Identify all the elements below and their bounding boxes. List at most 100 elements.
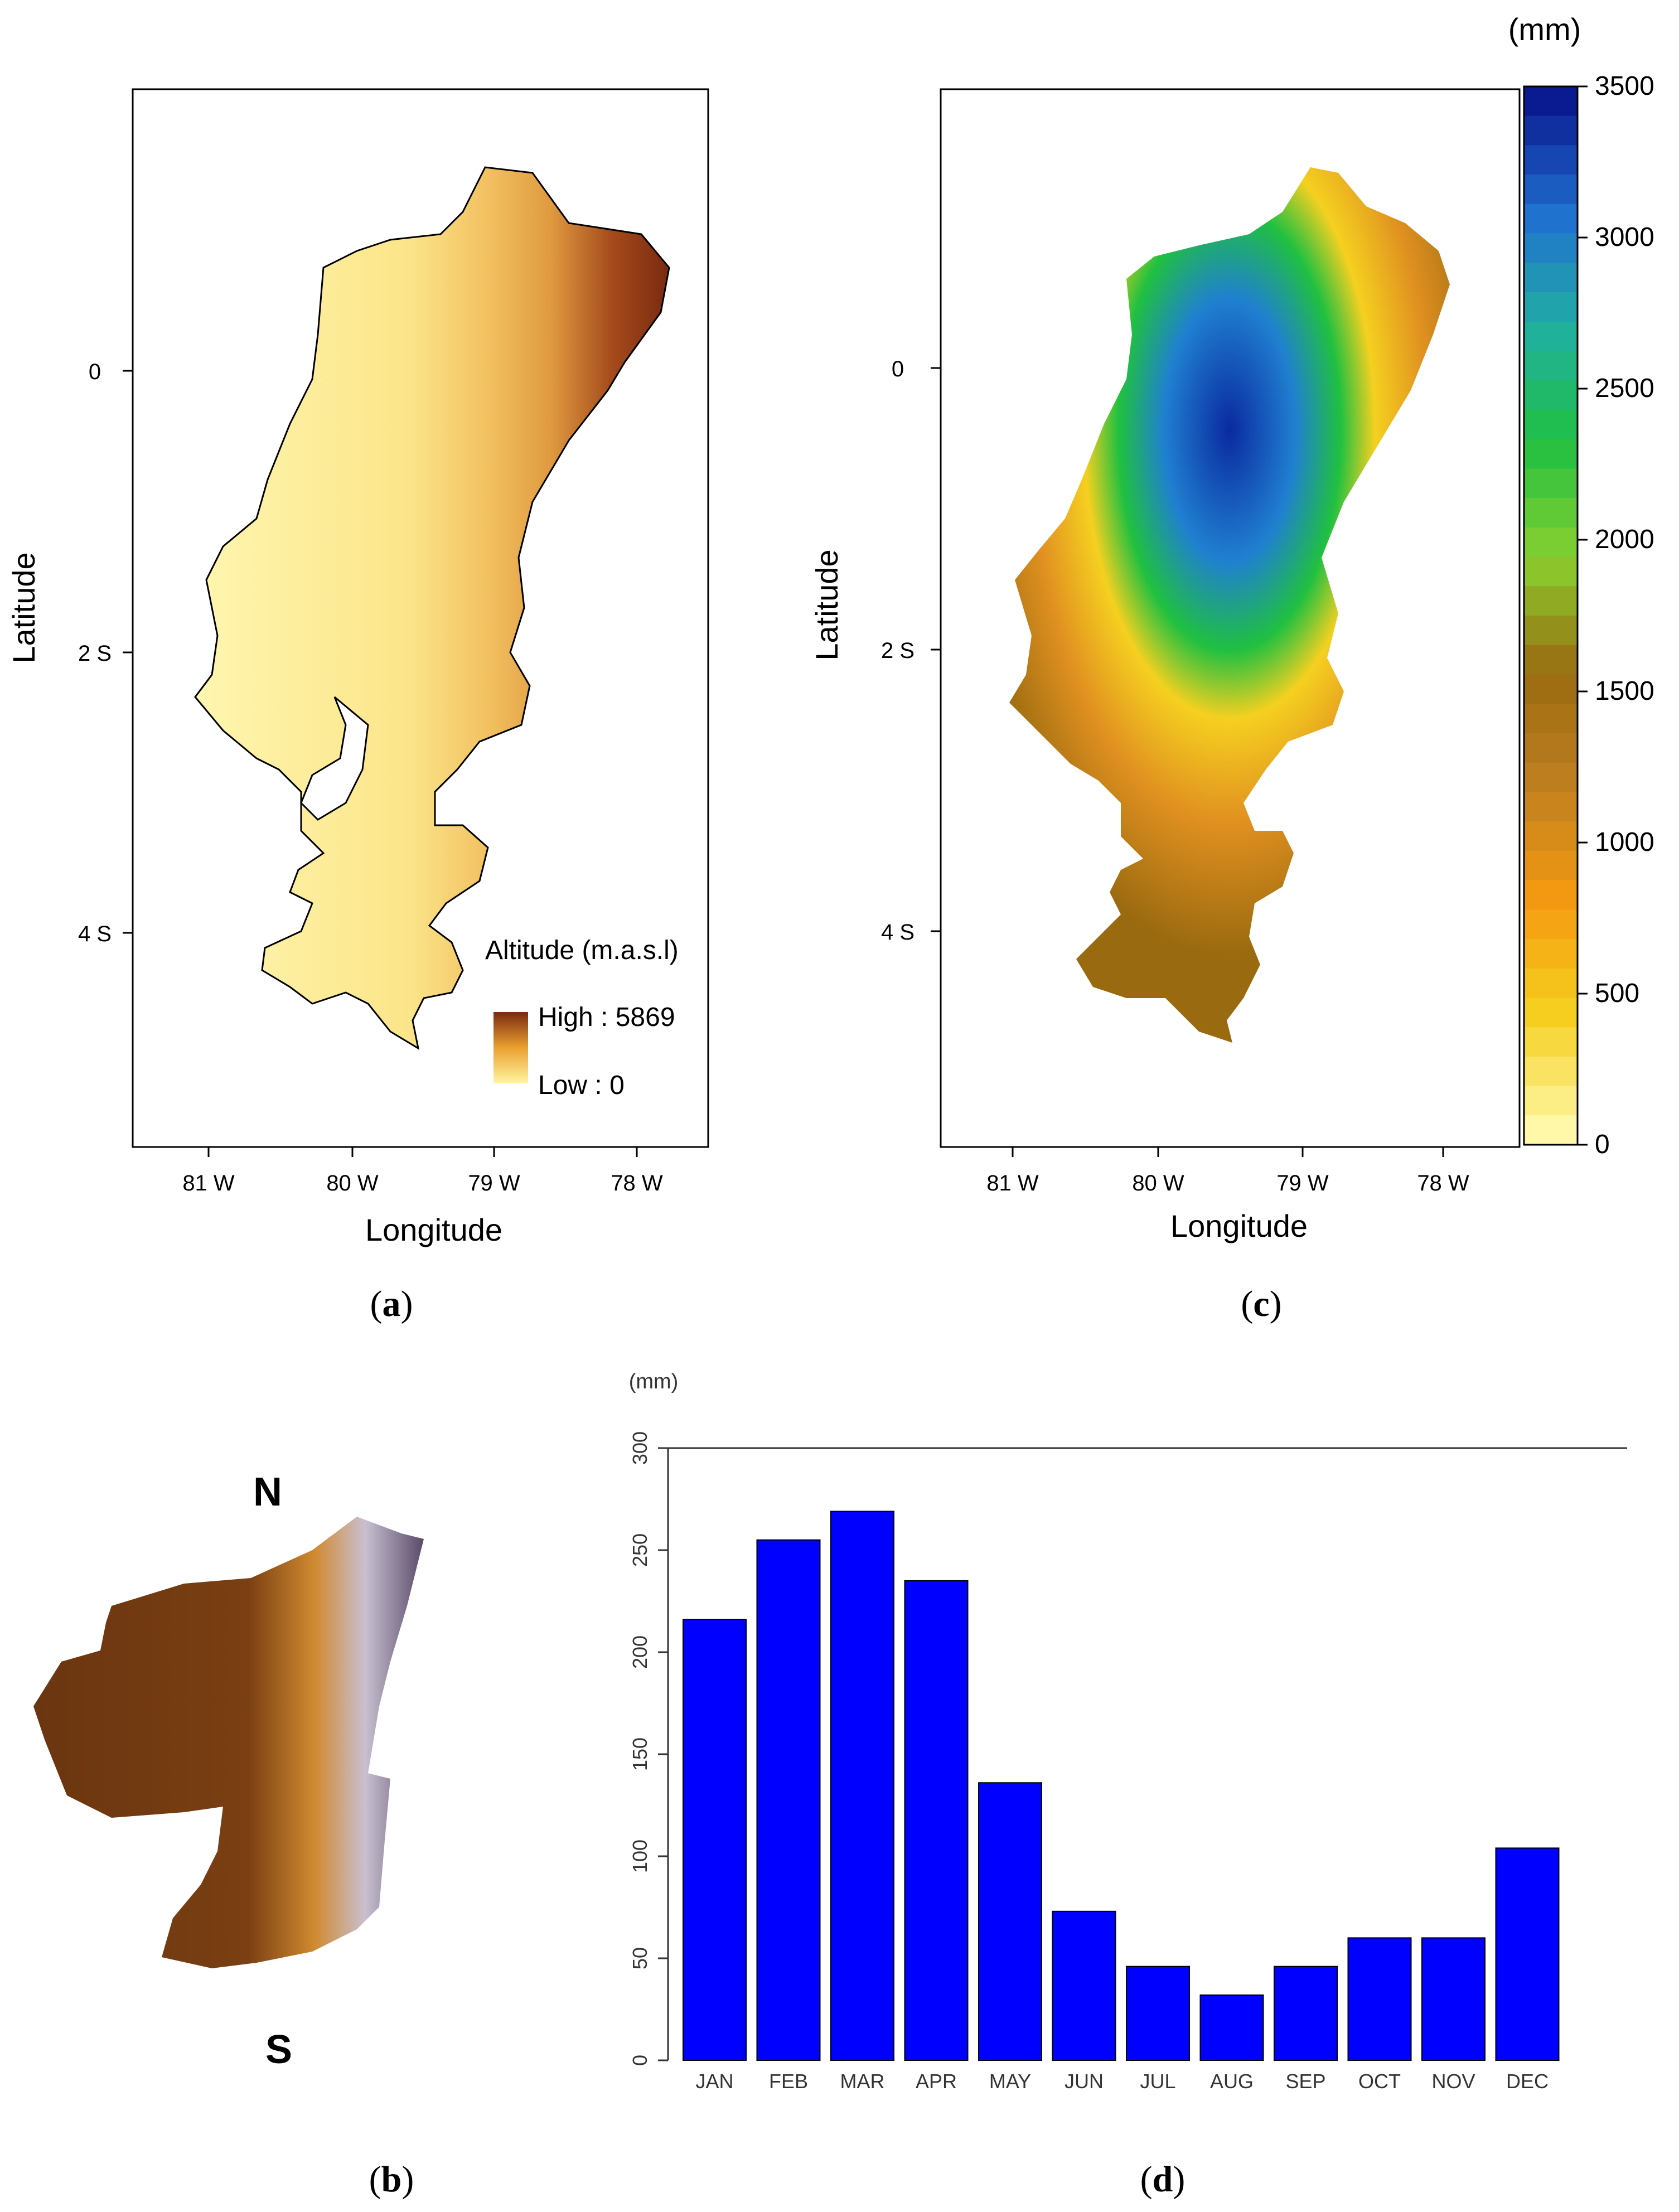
color-scale-band — [1524, 586, 1578, 616]
map-frame — [132, 88, 709, 1148]
north-label: N — [253, 1470, 282, 1514]
color-scale-band — [1524, 145, 1578, 176]
x-tick-label: SEP — [1285, 2070, 1325, 2093]
south-label: S — [265, 2027, 292, 2072]
y-tick-label: 250 — [628, 1533, 651, 1567]
x-tick-label: JUL — [1140, 2070, 1175, 2093]
color-scale-band — [1524, 762, 1578, 793]
bar-nov — [1421, 1937, 1486, 2061]
altitude-legend-low: Low : 0 — [538, 1071, 625, 1100]
y-axis-label: Latitude — [809, 549, 844, 660]
color-scale-band — [1524, 1115, 1578, 1145]
y-tick-label: 300 — [628, 1431, 651, 1465]
color-scale-band — [1524, 645, 1578, 675]
color-scale-band — [1524, 821, 1578, 851]
color-scale-band — [1524, 263, 1578, 293]
panel-a-altitude-map: 81 W 80 W 79 W 78 W 0 2 S 4 S Longitude … — [6, 88, 709, 1324]
x-tick-label: MAR — [840, 2070, 885, 2093]
bar-may — [978, 1782, 1042, 2061]
color-scale-band — [1524, 968, 1578, 999]
scale-tick-label: 3000 — [1595, 222, 1654, 252]
panel-caption-a: (a) — [370, 1284, 413, 1324]
color-scale-band — [1524, 850, 1578, 881]
altitude-legend-high: High : 5869 — [538, 1003, 675, 1032]
color-scale-band — [1524, 792, 1578, 822]
x-tick-label: 80 W — [326, 1171, 379, 1195]
y-tick-label: 200 — [628, 1635, 651, 1669]
x-tick-label: 79 W — [468, 1171, 520, 1195]
scale-tick-label: 500 — [1595, 979, 1639, 1008]
precipitation-region — [1009, 167, 1450, 1043]
x-tick-label: FEB — [769, 2070, 808, 2093]
panel-caption-c: (c) — [1241, 1284, 1281, 1324]
scale-tick-label: 3500 — [1595, 71, 1654, 101]
bar-jul — [1126, 1966, 1190, 2061]
x-tick-label: 81 W — [986, 1171, 1039, 1195]
x-tick-label: AUG — [1210, 2070, 1254, 2093]
bar-mar — [830, 1511, 894, 2061]
scale-tick-label: 1500 — [1595, 676, 1654, 706]
gulf-outline — [300, 696, 369, 821]
color-scale-band — [1524, 468, 1578, 499]
color-scale-band — [1524, 115, 1578, 146]
bar-jan — [683, 1619, 747, 2061]
x-tick-label: NOV — [1431, 2070, 1475, 2093]
color-scale-band — [1524, 86, 1578, 117]
precipitation-color-scale — [1524, 86, 1578, 1145]
y-tick-label: 150 — [628, 1737, 651, 1771]
panel-caption-d: (d) — [1140, 2159, 1186, 2200]
bar-feb — [756, 1539, 821, 2061]
color-scale-band — [1524, 292, 1578, 322]
color-scale-band — [1524, 498, 1578, 528]
color-scale-unit: (mm) — [1508, 12, 1581, 47]
color-scale-band — [1524, 409, 1578, 440]
bar-oct — [1347, 1937, 1412, 2061]
color-scale-band — [1524, 556, 1578, 587]
bar-jun — [1052, 1910, 1116, 2061]
color-scale-band — [1524, 938, 1578, 969]
bar-aug — [1199, 1994, 1264, 2061]
y-tick-label: 0 — [89, 360, 101, 384]
bar-apr — [904, 1580, 969, 2061]
altitude-legend-gradient — [493, 1012, 528, 1083]
color-scale-band — [1524, 880, 1578, 911]
color-scale-band — [1524, 380, 1578, 410]
x-axis-label: Longitude — [365, 1212, 502, 1247]
scale-tick-label: 1000 — [1595, 827, 1654, 857]
y-axis-unit: (mm) — [629, 1370, 679, 1393]
color-scale-band — [1524, 175, 1578, 205]
x-tick-label: APR — [916, 2070, 957, 2093]
color-scale-band — [1524, 1086, 1578, 1116]
y-tick-label: 2 S — [78, 641, 112, 666]
color-scale-band — [1524, 909, 1578, 940]
map-frame — [940, 88, 1521, 1148]
x-axis-label: Longitude — [1170, 1208, 1308, 1243]
y-tick-label: 2 S — [881, 638, 915, 663]
relief-surface — [33, 1517, 424, 1968]
y-axis-label: Latitude — [6, 552, 41, 663]
y-tick-label: 0 — [628, 2055, 651, 2066]
bar-dec — [1495, 1847, 1560, 2061]
color-scale-band — [1524, 1056, 1578, 1087]
x-tick-label: 79 W — [1276, 1171, 1329, 1195]
color-scale-frame — [1523, 85, 1579, 1146]
y-tick-label: 100 — [628, 1840, 651, 1873]
altitude-region — [194, 166, 670, 1051]
color-scale-band — [1524, 1027, 1578, 1057]
color-scale-band — [1524, 733, 1578, 763]
x-tick-label: 78 W — [1417, 1171, 1469, 1195]
color-scale-band — [1524, 998, 1578, 1028]
color-scale-band — [1524, 321, 1578, 352]
panel-c-precipitation-map: (mm) 3500 3000 2500 2000 1500 1000 500 0… — [809, 12, 1654, 1324]
x-tick-label: 80 W — [1132, 1171, 1184, 1195]
altitude-legend-title: Altitude (m.a.s.l) — [485, 936, 679, 965]
y-tick-label: 4 S — [881, 920, 915, 945]
color-scale-band — [1524, 439, 1578, 469]
bar-sep — [1274, 1966, 1338, 2061]
x-tick-label: 78 W — [611, 1171, 663, 1195]
color-scale-band — [1524, 204, 1578, 234]
color-scale-band — [1524, 233, 1578, 264]
scale-tick-label: 2000 — [1595, 525, 1654, 554]
x-tick-label: OCT — [1358, 2070, 1401, 2093]
scale-tick-label: 0 — [1595, 1130, 1610, 1159]
